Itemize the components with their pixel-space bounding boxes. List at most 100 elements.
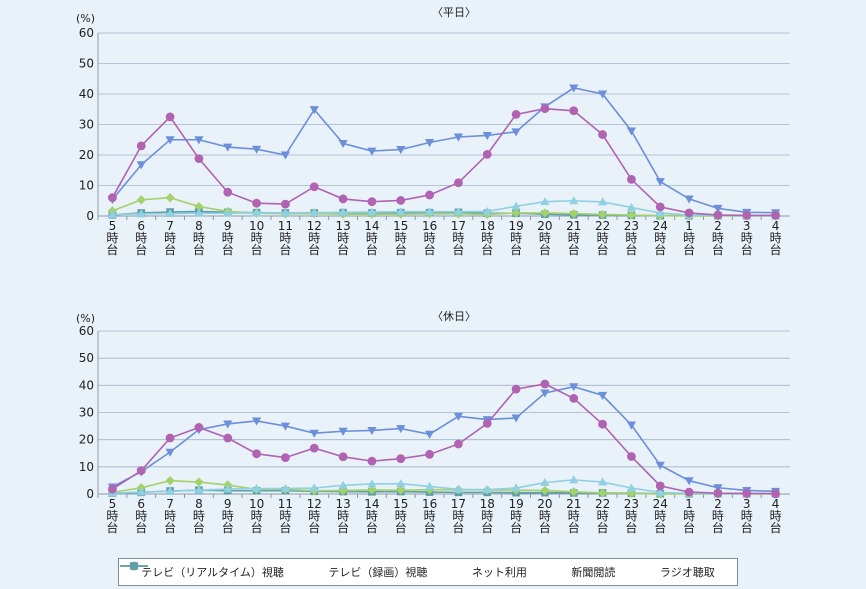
x-tick-label: 14 時台 [364,497,379,535]
y-tick-label: 60 [79,26,94,40]
series-line [111,107,776,217]
data-point [511,201,521,210]
x-tick-label: 16 時台 [422,497,437,535]
data-point [655,461,665,470]
data-point [396,207,406,216]
data-point [627,452,636,461]
data-point [453,207,464,216]
data-point [367,147,377,156]
data-point [511,208,521,218]
legend-label: テレビ（録画）視聴 [328,566,428,579]
x-tick-label: 1 時台 [683,219,695,257]
data-point [453,133,464,142]
x-tick-label: 20 時台 [537,219,552,257]
data-point [396,196,406,205]
data-point [598,130,607,139]
data-point [540,379,550,389]
data-point [598,419,607,429]
data-point [136,161,146,170]
series-2 [107,84,781,218]
x-tick-label: 23 時台 [624,497,639,535]
data-point [338,452,348,462]
data-point [482,132,492,141]
x-tick-label: 18 時台 [480,497,495,535]
x-tick-label: 5 時台 [106,497,118,535]
data-point [194,485,204,494]
data-point [569,208,579,219]
data-point [569,196,579,205]
x-tick-label: 7 時台 [164,219,176,257]
data-point [194,423,204,432]
x-tick-label: 9 時台 [222,497,234,535]
data-point [425,190,434,200]
square-marker-icon [120,562,148,570]
y-axis-unit: (%) [76,12,95,25]
data-point [713,484,723,493]
data-point [223,420,233,429]
data-point [309,443,319,453]
data-point [540,485,550,496]
x-tick-label: 18 時台 [480,219,495,257]
y-tick-label: 50 [79,351,94,365]
x-tick-label: 10 時台 [249,497,264,535]
x-tick-label: 4 時台 [770,219,782,257]
data-point [338,427,348,436]
data-point [309,483,319,492]
chart-title: 〈平日〉 [432,6,476,19]
legend-swatch-marker [130,562,138,570]
chart-legend: テレビ（リアルタイム）視聴 テレビ（録画）視聴 ネット利用 新聞閲読 ラジオ聴取 [118,558,738,586]
data-point [338,207,348,216]
data-point [165,112,175,122]
data-point [223,208,233,217]
legend-item-tv-realtime: テレビ（リアルタイム）視聴 [120,561,284,580]
series-line [112,199,776,217]
data-point [396,425,406,434]
data-point [309,208,319,217]
data-point [194,136,204,145]
x-tick-label: 24 時台 [653,219,668,257]
series-1 [107,475,781,498]
x-tick-label: 3 時台 [741,219,753,257]
data-point [338,194,348,204]
data-point [482,206,492,215]
data-point [597,477,608,486]
legend-item-internet: ネット利用 [120,562,527,580]
legend-item-newspaper: 新聞閲読 [120,561,615,580]
data-point [626,127,637,136]
data-point [540,197,550,206]
y-axis-unit: (%) [76,312,95,325]
x-tick-label: 3 時台 [741,497,753,535]
data-point [165,476,175,486]
data-point [626,421,637,430]
data-point [655,178,665,187]
data-point [742,489,752,498]
y-tick-label: 20 [79,433,94,447]
data-point [597,209,608,220]
data-point [136,209,146,218]
y-tick-label: 50 [79,57,94,71]
data-point [165,448,175,457]
data-point [367,479,377,488]
data-point [280,483,291,493]
data-point [136,195,146,205]
x-tick-label: 15 時台 [393,497,408,535]
data-point [338,139,348,149]
data-point [540,477,550,487]
y-tick-label: 20 [79,148,94,162]
series-line [111,87,776,214]
x-tick-label: 6 時台 [135,219,147,257]
y-tick-label: 0 [86,487,94,501]
data-point [396,454,406,464]
y-tick-label: 0 [86,209,94,223]
data-point [367,456,377,466]
data-point [280,422,291,431]
x-tick-label: 11 時台 [278,497,293,535]
legend-item-tv-recorded: テレビ（録画）視聴 [120,561,428,580]
data-point [251,417,262,426]
series-line [112,196,776,217]
data-point [165,433,175,443]
data-point [713,210,723,220]
x-tick-label: 22 時台 [595,219,610,257]
data-point [367,485,377,495]
